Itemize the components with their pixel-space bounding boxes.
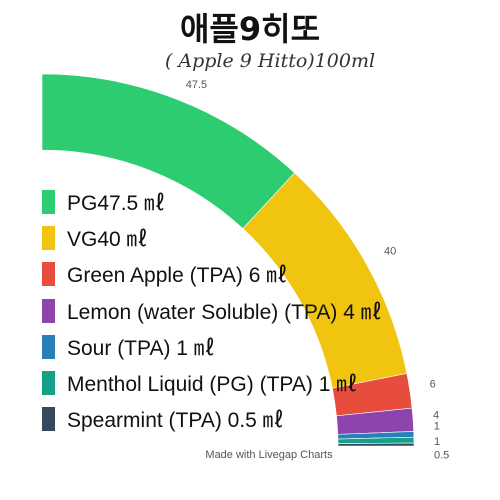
legend-swatch <box>42 226 55 251</box>
value-label-menthol: 1 <box>434 436 440 448</box>
value-label-green-apple: 6 <box>430 379 436 391</box>
legend-swatch <box>42 334 55 359</box>
legend-item-green-apple[interactable]: Green Apple (TPA) 6 ㎖ <box>42 256 382 292</box>
slice-spearmint[interactable] <box>337 442 415 447</box>
legend-label: Spearmint (TPA) 0.5 ㎖ <box>67 409 284 433</box>
legend: PG47.5 ㎖ VG40 ㎖ Green Apple (TPA) 6 ㎖ Le… <box>42 184 382 437</box>
legend-label: Green Apple (TPA) 6 ㎖ <box>67 264 288 288</box>
footer-credit: Made with Livegap Charts <box>205 449 333 461</box>
chart-subtitle: ( Apple 9 Hitto)100ml <box>164 50 376 72</box>
value-label-vg: 40 <box>384 245 396 257</box>
legend-swatch <box>42 190 55 215</box>
legend-item-pg[interactable]: PG47.5 ㎖ <box>42 184 382 220</box>
value-label-sour: 1 <box>434 421 440 433</box>
chart-title: 애플9히또 <box>179 10 321 48</box>
value-label-spearmint: 0.5 <box>434 449 449 461</box>
legend-item-lemon[interactable]: Lemon (water Soluble) (TPA) 4 ㎖ <box>42 293 382 329</box>
legend-item-spearmint[interactable]: Spearmint (TPA) 0.5 ㎖ <box>42 401 382 437</box>
legend-swatch <box>42 262 55 287</box>
legend-swatch <box>42 298 55 323</box>
value-label-pg: 47.5 <box>186 79 207 91</box>
legend-label: Lemon (water Soluble) (TPA) 4 ㎖ <box>67 300 382 324</box>
legend-swatch <box>42 407 55 432</box>
legend-item-vg[interactable]: VG40 ㎖ <box>42 220 382 256</box>
legend-item-menthol[interactable]: Menthol Liquid (PG) (TPA) 1 ㎖ <box>42 365 382 401</box>
value-label-lemon: 4 <box>433 409 439 421</box>
legend-label: Sour (TPA) 1 ㎖ <box>67 336 215 360</box>
legend-label: VG40 ㎖ <box>67 228 148 252</box>
legend-item-sour[interactable]: Sour (TPA) 1 ㎖ <box>42 329 382 365</box>
legend-label: Menthol Liquid (PG) (TPA) 1 ㎖ <box>67 373 358 397</box>
legend-label: PG47.5 ㎖ <box>67 192 166 216</box>
legend-swatch <box>42 371 55 396</box>
